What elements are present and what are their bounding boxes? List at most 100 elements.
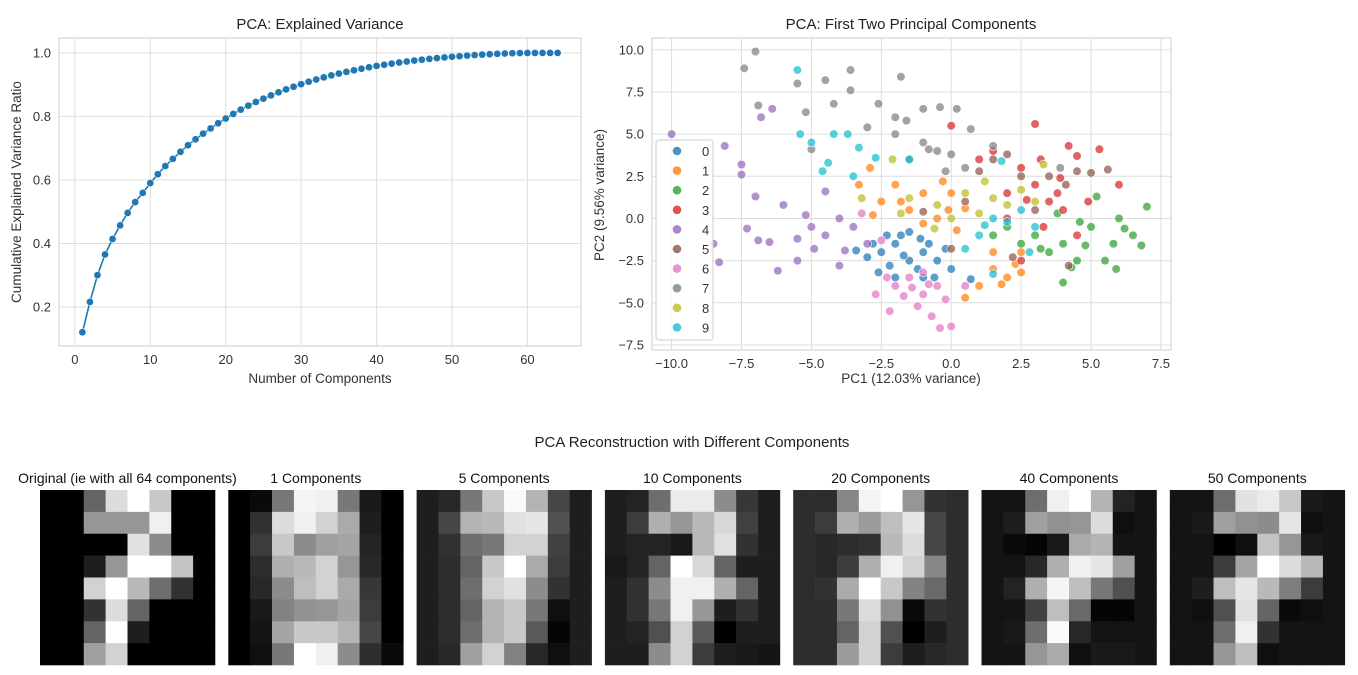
- image-pixel: [1025, 577, 1048, 600]
- scatter-point-class-7: [873, 99, 884, 109]
- image-pixel: [127, 555, 150, 578]
- image-pixel: [648, 490, 671, 513]
- scatter-point-class-2: [1136, 240, 1146, 251]
- variance-point: [485, 50, 494, 59]
- image-pixel: [40, 533, 63, 556]
- image-pixel: [228, 599, 251, 622]
- scatter-point-class-1: [938, 176, 948, 186]
- image-pixel: [1069, 577, 1092, 600]
- image-pixel: [648, 555, 671, 578]
- scatter-point-class-3: [1038, 222, 1049, 232]
- image-pixel: [525, 577, 549, 600]
- image-pixel: [105, 533, 128, 556]
- scatter-point-class-4: [736, 159, 747, 170]
- image-pixel: [692, 490, 715, 513]
- scatter-point-class-7: [862, 122, 872, 132]
- reconstruction-panel: 10 Components: [604, 470, 781, 666]
- scatter-point-class-0: [924, 239, 934, 249]
- image-pixel: [482, 490, 505, 513]
- image-pixel: [547, 511, 571, 535]
- scatter-point-class-9: [974, 230, 984, 240]
- scatter-point-class-1: [932, 213, 942, 224]
- scatter-point-class-1: [876, 196, 886, 207]
- image-pixel: [1090, 643, 1114, 666]
- image-pixel: [1235, 599, 1258, 622]
- scatter-point-class-5: [1008, 252, 1018, 262]
- variance-point: [108, 235, 117, 243]
- image-pixel: [40, 577, 63, 600]
- scatter-point-class-7: [960, 163, 970, 173]
- image-pixel: [504, 490, 527, 513]
- variance-point: [304, 77, 313, 86]
- image-pixel: [604, 490, 628, 513]
- image-pixel: [714, 555, 737, 578]
- image-pixel: [460, 533, 483, 556]
- image-pixel: [1003, 511, 1026, 535]
- legend-marker: [672, 185, 682, 195]
- scatter-point-class-9: [823, 158, 833, 168]
- image-pixel: [692, 555, 715, 578]
- variance-point: [553, 49, 562, 57]
- scatter-point-class-5: [1061, 180, 1071, 190]
- image-pixel: [83, 621, 106, 644]
- image-pixel: [1025, 555, 1048, 578]
- scatter-point-class-9: [960, 244, 970, 254]
- scatter-point-class-2: [1092, 191, 1102, 202]
- variance-point: [342, 68, 351, 76]
- image-pixel: [1191, 511, 1214, 535]
- scatter-point-class-4: [750, 191, 761, 202]
- variance-point: [199, 129, 207, 138]
- variance-point: [508, 49, 517, 58]
- scatter-point-class-7: [753, 100, 763, 111]
- image-pixel: [460, 599, 483, 622]
- image-pixel: [381, 555, 404, 578]
- y-tick-label: −5.0: [618, 295, 644, 310]
- image-pixel: [1003, 621, 1026, 644]
- scatter-point-class-1: [854, 180, 864, 190]
- image-pixel: [946, 577, 969, 600]
- image-pixel: [569, 490, 592, 513]
- image-pixel: [315, 621, 338, 644]
- legend-label: 0: [702, 144, 709, 159]
- scatter-point-class-9: [843, 129, 853, 139]
- x-tick-label: −7.5: [729, 356, 755, 371]
- image-pixel: [924, 490, 947, 513]
- x-tick-label: 40: [369, 352, 383, 367]
- image-pixel: [924, 533, 947, 556]
- image-pixel: [337, 490, 360, 513]
- scatter-point-class-3: [1052, 188, 1063, 198]
- image-pixel: [1257, 555, 1280, 578]
- image-pixel: [758, 599, 781, 622]
- x-tick-label: −5.0: [799, 356, 825, 371]
- image-pixel: [902, 533, 925, 556]
- image-pixel: [149, 533, 172, 556]
- image-pixel: [1025, 490, 1048, 513]
- image-pixel: [924, 577, 947, 600]
- scatter-point-class-9: [1030, 222, 1040, 232]
- scatter-point-class-8: [960, 188, 970, 198]
- image-pixel: [250, 599, 273, 622]
- x-tick-label: 2.5: [1012, 356, 1030, 371]
- image-pixel: [692, 621, 715, 644]
- legend-marker: [672, 225, 682, 234]
- image-pixel: [1090, 555, 1114, 578]
- scatter-point-class-5: [946, 244, 956, 254]
- scatter-point-class-8: [1030, 196, 1040, 207]
- image-pixel: [1257, 621, 1280, 644]
- image-pixel: [1279, 643, 1302, 666]
- variance-point: [229, 110, 238, 118]
- scatter-point-class-4: [840, 245, 850, 256]
- image-pixel: [228, 621, 251, 644]
- image-pixel: [272, 599, 295, 622]
- image-pixel: [1279, 490, 1302, 513]
- image-pixel: [482, 555, 505, 578]
- legend-label: 8: [702, 301, 709, 316]
- image-pixel: [293, 599, 317, 622]
- scatter-point-class-3: [1058, 205, 1068, 215]
- image-pixel: [880, 555, 903, 578]
- scatter-point-class-0: [876, 247, 886, 257]
- image-pixel: [1322, 577, 1346, 600]
- image-pixel: [692, 599, 715, 622]
- image-pixel: [902, 621, 925, 644]
